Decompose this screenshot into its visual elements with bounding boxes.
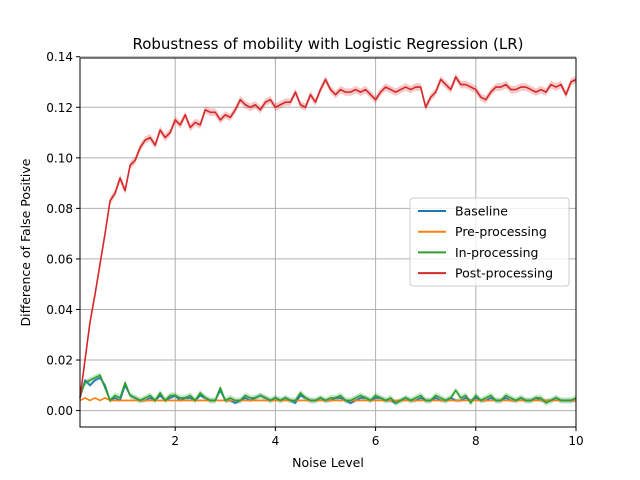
x-axis-label: Noise Level <box>292 455 364 470</box>
plot-frame <box>79 57 577 428</box>
y-tick-label: 0.06 <box>46 252 73 266</box>
legend: Baseline Pre-processing In-processing Post-… <box>409 197 570 287</box>
series-line-post-processing <box>79 76 577 399</box>
legend-label: In-processing <box>455 245 538 260</box>
series-line-in-processing <box>79 374 577 404</box>
y-tick-label: 0.10 <box>46 151 73 165</box>
legend-label: Baseline <box>455 204 508 219</box>
x-tick-label: 2 <box>171 434 179 448</box>
y-axis-label: Difference of False Positive <box>18 158 33 326</box>
legend-label: Pre-processing <box>455 224 547 239</box>
legend-label: Post-processing <box>455 266 553 281</box>
y-tick-label: 0.04 <box>46 303 73 317</box>
y-tick-label: 0.12 <box>46 101 73 115</box>
legend-frame <box>409 197 570 287</box>
y-tick-label: 0.00 <box>46 404 73 418</box>
x-tick-label: 8 <box>472 434 480 448</box>
y-tick-label: 0.02 <box>46 354 73 368</box>
y-axis-ticks: 0.00 0.02 0.04 0.06 0.08 0.10 0.12 0.14 <box>46 50 80 418</box>
x-tick-label: 4 <box>272 434 280 448</box>
series-lines <box>79 76 577 404</box>
chart-title: Robustness of mobility with Logistic Reg… <box>132 35 523 53</box>
series-line-pre-processing <box>79 397 576 402</box>
y-tick-label: 0.14 <box>46 50 73 64</box>
y-tick-label: 0.08 <box>46 202 73 216</box>
x-tick-label: 10 <box>568 434 583 448</box>
x-axis-ticks: 2 4 6 8 10 <box>171 427 584 448</box>
x-tick-label: 6 <box>372 434 380 448</box>
